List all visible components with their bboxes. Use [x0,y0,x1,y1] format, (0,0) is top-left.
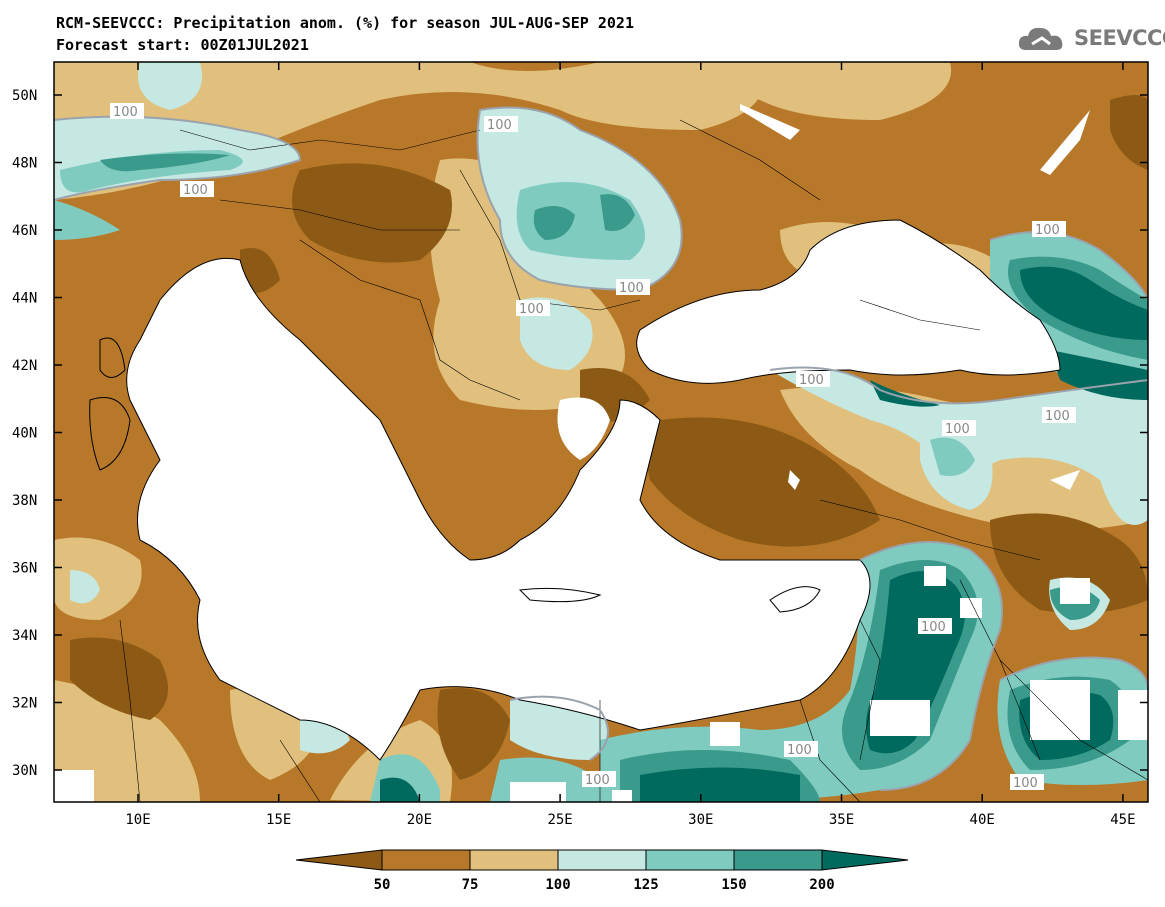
lat-label: 30N [12,763,37,779]
colorbar-tick-label: 200 [809,877,834,893]
colorbar-segment [469,849,559,871]
colorbar-low-extend [295,849,383,871]
contour-label: 100 [787,743,812,758]
lon-label: 30E [688,812,713,828]
contour-label: 100 [113,105,138,120]
lat-label: 44N [12,291,37,307]
colorbar-tick-label: 75 [462,877,479,893]
coastlines [89,219,1061,761]
cloud-icon [1018,27,1063,50]
colorbar-segment [733,849,823,871]
contour-labels: 100 100 100 100 100 100 100 100 100 100 … [110,103,1076,791]
latitude-axis: 50N 48N 46N 44N 42N 40N 38N 36N 34N 32N 30N [12,88,1148,779]
lon-label: 15E [266,812,291,828]
lat-label: 38N [12,493,37,509]
colorbar-tick-label: 100 [545,877,570,893]
colorbar-segment [557,849,647,871]
colorbar-high-extend [821,849,909,871]
contour-label: 100 [1013,776,1038,791]
contour-label: 100 [619,281,644,296]
seevccc-logo: SEEVCCC [1016,22,1165,56]
map-title: RCM-SEEVCCC: Precipitation anom. (%) for… [56,14,634,32]
colorbar-tick-label: 50 [374,877,391,893]
lat-label: 36N [12,561,37,577]
colorbar-tick-label: 125 [633,877,658,893]
contour-label: 100 [1045,409,1070,424]
lon-label: 25E [547,812,572,828]
contour-label: 100 [183,183,208,198]
colorbar-segment [645,849,735,871]
lat-label: 32N [12,696,37,712]
lat-label: 46N [12,223,37,239]
contour-label: 100 [799,373,824,388]
masked-cells [54,104,1148,802]
longitude-axis: 10E 15E 20E 25E 30E 35E 40E 45E [125,62,1136,828]
contour-label: 100 [1035,223,1060,238]
lon-label: 10E [125,812,150,828]
colorbar: 50 75 100 125 150 200 [295,849,909,893]
lat-label: 42N [12,358,37,374]
contour-label: 100 [585,773,610,788]
forecast-start: Forecast start: 00Z01JUL2021 [56,36,309,54]
lat-label: 34N [12,628,37,644]
colorbar-segment [381,849,471,871]
lon-label: 45E [1110,812,1135,828]
contour-label: 100 [487,118,512,133]
lon-label: 35E [829,812,854,828]
sea-mask [126,220,1060,760]
contour-label: 100 [519,302,544,317]
lat-label: 48N [12,156,37,172]
lon-label: 20E [407,812,432,828]
lon-label: 40E [970,812,995,828]
contour-label: 100 [921,620,946,635]
map-field [54,62,1148,802]
lat-label: 50N [12,88,37,104]
colorbar-tick-label: 150 [721,877,746,893]
logo-text: SEEVCCC [1074,26,1165,50]
lat-label: 40N [12,426,37,442]
contour-label: 100 [945,422,970,437]
